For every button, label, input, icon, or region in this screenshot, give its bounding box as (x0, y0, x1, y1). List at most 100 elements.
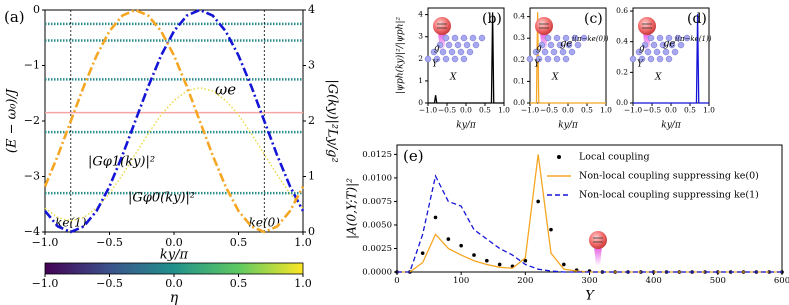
lattice-site (535, 55, 543, 63)
y-tick-label: −2 (24, 114, 40, 127)
lattice-site (451, 55, 459, 63)
lattice-site (671, 48, 679, 56)
lattice-site (665, 55, 673, 63)
y-tick-label: 0.2 (513, 55, 525, 64)
lattice-site (466, 48, 474, 56)
lattice-site (448, 48, 456, 56)
lattice-site (442, 34, 450, 42)
x-tick-label: 600 (774, 276, 789, 286)
panel-label: (a) (4, 8, 25, 26)
lattice-site (538, 41, 546, 49)
data-line (530, 12, 606, 104)
plot-frame (396, 144, 783, 273)
data-line (633, 14, 709, 104)
x-tick-label: −1.0 (419, 106, 437, 115)
y-tick-label: 0.6 (616, 6, 628, 15)
lattice-site (463, 41, 471, 49)
data-point (562, 262, 566, 267)
data-point (420, 251, 425, 255)
lattice-site (526, 55, 534, 63)
legend-marker (557, 155, 561, 159)
lattice-site (445, 41, 453, 49)
omega-label: ωe (215, 81, 236, 99)
x-axis-label: ky/π (160, 248, 189, 263)
lattice-site (629, 55, 637, 63)
phase-exponent: i(π−ke(0)) (572, 35, 609, 43)
colorbar-tick-label: −1.0 (32, 277, 59, 290)
data-point (536, 199, 540, 204)
data-point (549, 227, 553, 232)
panel-label: (e) (403, 147, 424, 165)
y-direction: Y (432, 60, 439, 70)
data-point (485, 258, 489, 263)
x-tick-label: −0.5 (438, 106, 456, 115)
y2-tick-label: 3 (308, 59, 315, 72)
x-tick-label: 0.5 (684, 106, 696, 115)
lattice-site (457, 48, 465, 56)
y-tick-label: 0.0125 (362, 150, 392, 160)
data-line (43, 8, 305, 234)
y-tick-label: 0.0025 (362, 244, 392, 254)
atom-icon (535, 17, 553, 35)
lattice-site (650, 41, 658, 49)
lattice-site (433, 55, 441, 63)
data-point (459, 243, 463, 248)
x-tick-label: 0.0 (460, 106, 472, 115)
y-tick-label: 2 (418, 54, 423, 63)
lattice-site (430, 48, 438, 56)
x-tick-label: 0.0 (665, 106, 677, 115)
lattice-site (644, 48, 652, 56)
y-tick-label: 4 (418, 10, 423, 19)
phase-exponent: i(π−ke(1)) (675, 35, 712, 43)
x-tick-label: 1.0 (294, 236, 312, 249)
lattice-site (460, 55, 468, 63)
x-direction: X (449, 73, 457, 83)
lattice-site (562, 34, 570, 42)
y2-tick-label: 4 (308, 3, 315, 16)
panel-label: (b) (482, 11, 502, 27)
atom-icon (589, 231, 607, 249)
lattice-site (683, 34, 691, 42)
lattice-site (442, 55, 450, 63)
y-direction: Y (534, 60, 541, 70)
data-point (446, 237, 451, 241)
data-line (43, 8, 305, 234)
phase-base: ge (560, 39, 572, 50)
lattice-site (653, 48, 661, 56)
lattice-site (662, 48, 670, 56)
colorbar-tick-label: −0.5 (96, 277, 123, 290)
beam (594, 246, 602, 266)
data-line (44, 86, 304, 222)
lattice-site (460, 34, 468, 42)
lattice-site (565, 41, 573, 49)
panel-label: (c) (584, 11, 603, 27)
data-point (433, 215, 438, 220)
y-tick-label: 0.4 (616, 37, 628, 46)
y-tick-label: 0.0075 (362, 197, 392, 207)
y-tick-label: 0.0 (616, 98, 628, 107)
lattice-site (638, 55, 646, 63)
y-tick-label: 0.3 (513, 33, 525, 42)
lattice-site (541, 48, 549, 56)
legend-label: Non-local coupling suppressing ke(1) (579, 190, 759, 201)
lattice-site (668, 41, 676, 49)
y-axis-label: (E − ω₀)/J (5, 88, 20, 153)
x-direction: X (551, 73, 559, 83)
x-tick-label: 1.0 (703, 106, 715, 115)
atom-icon (433, 17, 451, 35)
lattice-site (574, 41, 582, 49)
y-tick-label: 0.1 (513, 76, 525, 85)
curve-label: |Gφ0(ky)|² (128, 191, 195, 206)
data-point (497, 262, 502, 267)
y-tick-label: 3 (418, 32, 423, 41)
colorbar (44, 262, 304, 275)
lattice-site (568, 48, 576, 56)
lattice-site (659, 41, 667, 49)
colorbar-tick-label: 0.0 (165, 277, 183, 290)
lattice-site (547, 41, 555, 49)
x-tick-label: −1.0 (521, 106, 539, 115)
colorbar-tick-label: 1.0 (294, 277, 312, 290)
lattice-site (674, 34, 682, 42)
atom-icon (638, 17, 656, 35)
